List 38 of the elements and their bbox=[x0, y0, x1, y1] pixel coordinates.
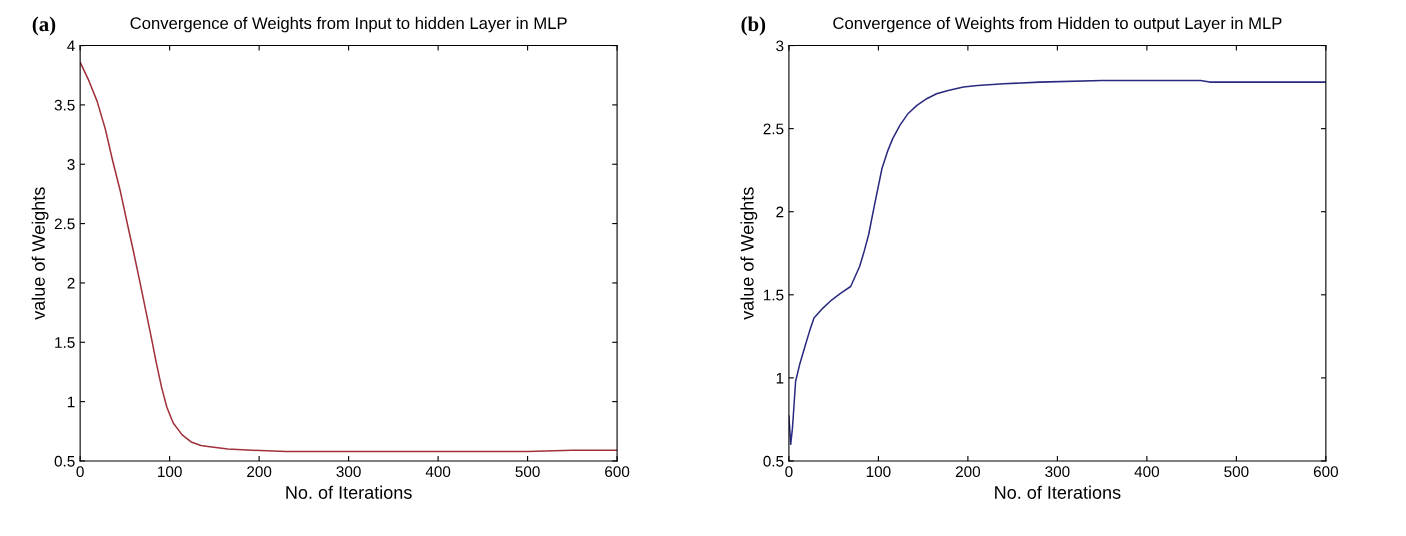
y-tick-label: 1.5 bbox=[763, 289, 784, 301]
x-tick-label: 600 bbox=[1313, 466, 1339, 478]
x-tick-label: 600 bbox=[605, 466, 630, 478]
x-tick-label: 200 bbox=[955, 466, 981, 478]
y-tick-label: 0.5 bbox=[763, 455, 784, 467]
x-tick-label: 500 bbox=[1224, 466, 1249, 478]
x-tick-label: 200 bbox=[247, 466, 272, 478]
x-tick-label: 300 bbox=[336, 466, 361, 478]
chart-title: Convergence of Weights from Hidden to output Layer in MLP bbox=[833, 16, 1282, 33]
text: (b) bbox=[741, 16, 766, 36]
text: (a) bbox=[32, 16, 56, 36]
x-tick-label: 300 bbox=[1045, 466, 1070, 478]
chart-title: Convergence of Weights from Input to hidden Layer in MLP bbox=[130, 16, 567, 33]
y-tick-label: 3 bbox=[776, 40, 784, 52]
y-tick-label: 2.5 bbox=[54, 218, 75, 230]
y-tick-label: 3.5 bbox=[54, 99, 75, 111]
y-axis-title: value of Weights bbox=[740, 187, 758, 320]
x-tick-label: 100 bbox=[866, 466, 891, 478]
x-axis-title: No. of Iterations bbox=[995, 485, 1121, 499]
x-tick-label: 0 bbox=[785, 466, 793, 478]
line-series bbox=[788, 79, 1326, 446]
y-tick-label: 1 bbox=[776, 372, 784, 384]
y-tick-label: 1 bbox=[67, 396, 75, 408]
x-tick-label: 0 bbox=[76, 466, 84, 478]
y-tick-label: 3 bbox=[67, 159, 75, 170]
y-tick-label: 0.5 bbox=[54, 455, 75, 467]
y-tick-label: 4 bbox=[67, 40, 75, 52]
y-tick-label: 2 bbox=[776, 206, 784, 218]
y-axis-title: value of Weights bbox=[31, 187, 49, 320]
x-axis-title: No. of Iterations bbox=[286, 485, 412, 499]
x-tick-label: 400 bbox=[425, 466, 451, 478]
x-tick-label: 400 bbox=[1134, 466, 1160, 478]
x-tick-label: 500 bbox=[515, 466, 540, 478]
x-tick-label: 100 bbox=[158, 466, 182, 478]
y-tick-label: 1.5 bbox=[55, 337, 75, 348]
y-tick-label: 2.5 bbox=[763, 123, 784, 135]
y-tick-label: 2 bbox=[67, 277, 75, 289]
line-series bbox=[80, 61, 618, 453]
